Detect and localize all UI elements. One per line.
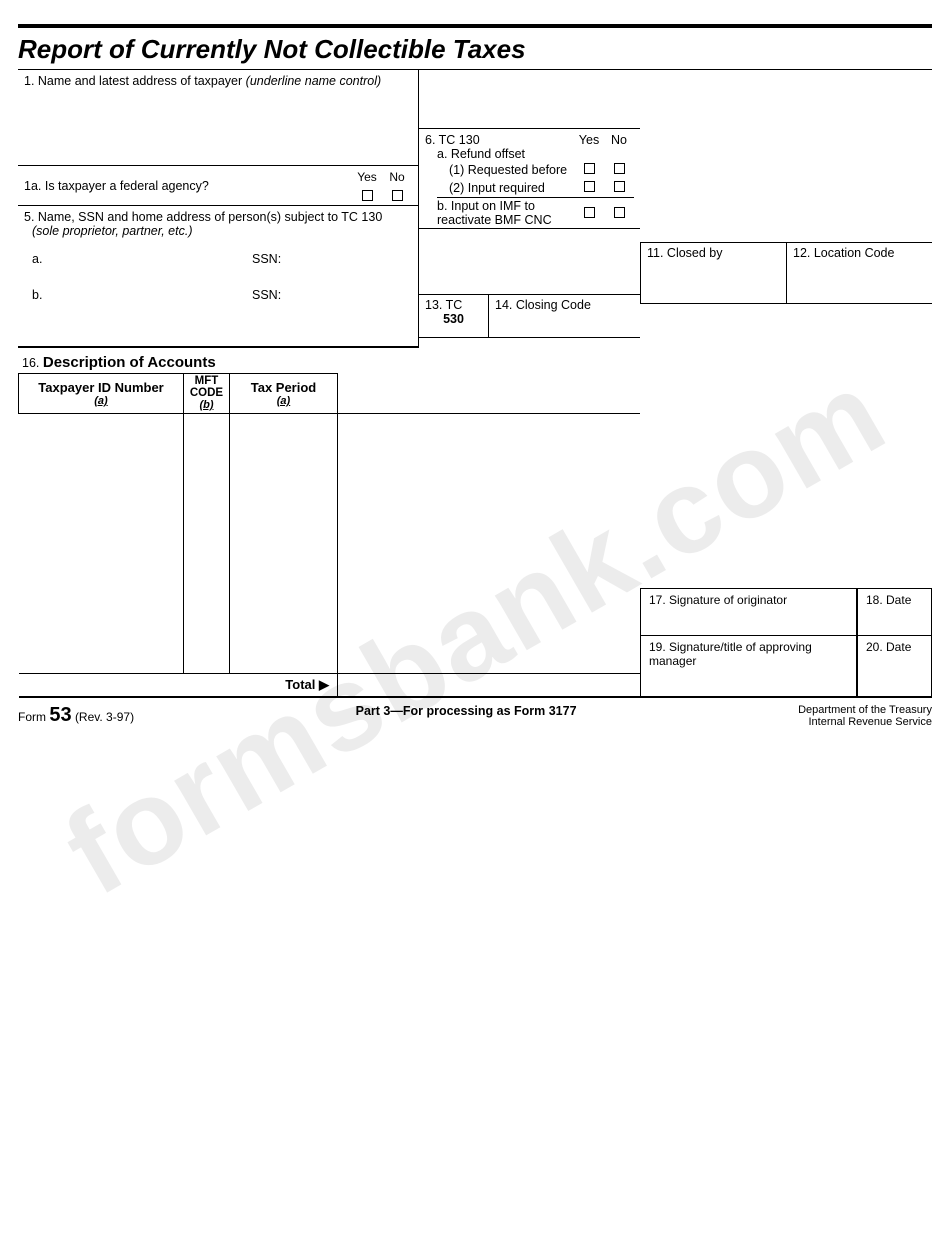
col-a-sub: (a)	[23, 395, 179, 407]
box6-no: No	[604, 133, 634, 147]
box-12: 12. Location Code	[787, 243, 932, 303]
box-5: 5. Name, SSN and home address of person(…	[18, 206, 418, 348]
box19-label: 19. Signature/title of approving manager	[649, 640, 812, 668]
box-11: 11. Closed by	[640, 243, 787, 303]
box1-hint: (underline name control)	[246, 74, 382, 88]
right-column: 11. Closed by 12. Location Code	[640, 70, 932, 348]
footer-left: Form 53 (Rev. 3-97)	[18, 704, 134, 727]
col-a-title: Taxpayer ID Number	[23, 380, 179, 395]
accounts-table: Taxpayer ID Number (a) MFT CODE (b) Tax …	[18, 373, 640, 698]
box6-a1-yes-checkbox[interactable]	[584, 163, 595, 174]
box6-b: b. Input on IMF to reactivate BMF CNC	[437, 200, 574, 228]
col-b-sub: (b)	[188, 399, 225, 411]
col-c-sub: (a)	[234, 395, 333, 407]
box6-b-yes-checkbox[interactable]	[584, 207, 595, 218]
box20-label: 20. Date	[866, 640, 911, 654]
box18-label: 18. Date	[866, 593, 911, 607]
box1a-no-checkbox[interactable]	[392, 190, 403, 201]
section-16-heading: 16. Description of Accounts	[18, 348, 640, 373]
box5-b: b.	[32, 288, 252, 302]
box6-label: 6. TC 130	[425, 133, 574, 147]
cell-a[interactable]	[19, 414, 184, 674]
cell-c[interactable]	[230, 414, 338, 674]
box6-a2-yes-checkbox[interactable]	[584, 181, 595, 192]
form-footer: Form 53 (Rev. 3-97) Part 3—For processin…	[18, 698, 932, 728]
total-row: Total ▶	[19, 674, 641, 698]
footer-part: Part 3—	[356, 704, 403, 718]
col-b-header: MFT CODE (b)	[184, 374, 230, 414]
sig-row-1: 17. Signature of originator 18. Date	[640, 588, 932, 636]
box-20[interactable]: 20. Date	[857, 635, 932, 698]
box6-a1: (1) Requested before	[449, 163, 574, 177]
box-17[interactable]: 17. Signature of originator	[640, 588, 857, 636]
box6-a: a. Refund offset	[437, 147, 634, 161]
sig-row-2: 19. Signature/title of approving manager…	[640, 635, 932, 698]
box6-a2-no-checkbox[interactable]	[614, 181, 625, 192]
box-19[interactable]: 19. Signature/title of approving manager	[640, 635, 857, 698]
box1a-no-label: No	[389, 170, 404, 184]
footer-middle: Part 3—For processing as Form 3177	[356, 704, 577, 718]
box13-value: 530	[425, 312, 482, 326]
table-header-row: Taxpayer ID Number (a) MFT CODE (b) Tax …	[19, 374, 641, 414]
box5-a-ssn: SSN:	[252, 252, 281, 266]
right-spacer	[640, 70, 932, 242]
signature-area: 17. Signature of originator 18. Date 19.…	[640, 348, 932, 698]
mid-blank	[419, 228, 640, 294]
box-11-12: 11. Closed by 12. Location Code	[640, 242, 932, 304]
cell-blank[interactable]	[338, 414, 641, 674]
col-c-header: Tax Period (a)	[230, 374, 338, 414]
footer-dept2: Internal Revenue Service	[798, 716, 932, 728]
box1a-yes-checkbox[interactable]	[362, 190, 373, 201]
footer-form-word: Form	[18, 710, 46, 724]
col-a-header: Taxpayer ID Number (a)	[19, 374, 184, 414]
box-6: 6. TC 130 Yes No a. Refund offset (1) Re…	[419, 128, 640, 228]
box1a-label: 1a. Is taxpayer a federal agency?	[24, 179, 352, 193]
box1a-yes-col: Yes	[352, 170, 382, 201]
box-14: 14. Closing Code	[489, 295, 640, 337]
footer-dept1: Department of the Treasury	[798, 704, 932, 716]
total-value[interactable]	[338, 674, 641, 698]
box5-label: 5. Name, SSN and home address of person(…	[24, 210, 412, 224]
box6-yes: Yes	[574, 133, 604, 147]
sec16-title: Description of Accounts	[43, 354, 216, 371]
middle-column: 6. TC 130 Yes No a. Refund offset (1) Re…	[418, 70, 640, 348]
col-c-title: Tax Period	[234, 380, 333, 395]
cell-b[interactable]	[184, 414, 230, 674]
box14-label: 14. Closing Code	[495, 298, 591, 312]
box17-label: 17. Signature of originator	[649, 593, 787, 607]
box-1a: 1a. Is taxpayer a federal agency? Yes No	[18, 166, 418, 206]
box6-spacer	[419, 70, 640, 128]
form-title: Report of Currently Not Collectible Taxe…	[18, 28, 932, 69]
col-b-title: MFT CODE	[188, 376, 225, 399]
box6-b-no-checkbox[interactable]	[614, 207, 625, 218]
footer-form-number: 53	[49, 704, 71, 726]
form-grid: 1. Name and latest address of taxpayer (…	[18, 70, 932, 348]
box-13: 13. TC 530	[419, 295, 489, 337]
box13-label: 13. TC	[425, 298, 482, 312]
box11-label: 11. Closed by	[647, 246, 723, 260]
footer-part-bold: For processing as Form 3177	[403, 704, 577, 718]
box-1: 1. Name and latest address of taxpayer (…	[18, 70, 418, 166]
box5-b-ssn: SSN:	[252, 288, 281, 302]
col-blank-header	[338, 374, 641, 414]
table-row	[19, 414, 641, 674]
footer-rev: (Rev. 3-97)	[75, 710, 134, 724]
box6-a1-no-checkbox[interactable]	[614, 163, 625, 174]
box5-a: a.	[32, 252, 252, 266]
footer-right: Department of the Treasury Internal Reve…	[798, 704, 932, 728]
sec16-num: 16.	[22, 356, 39, 370]
box12-label: 12. Location Code	[793, 246, 894, 260]
box5-hint: (sole proprietor, partner, etc.)	[32, 224, 412, 238]
box-13-14: 13. TC 530 14. Closing Code	[419, 294, 640, 338]
box1a-yes-label: Yes	[357, 170, 377, 184]
left-column: 1. Name and latest address of taxpayer (…	[18, 70, 418, 348]
box1-label: 1. Name and latest address of taxpayer	[24, 74, 242, 88]
section-16-row: 16. Description of Accounts Taxpayer ID …	[18, 348, 932, 698]
box6-a2: (2) Input required	[449, 181, 574, 195]
box1a-no-col: No	[382, 170, 412, 201]
total-label: Total ▶	[19, 674, 338, 698]
box-18[interactable]: 18. Date	[857, 588, 932, 636]
